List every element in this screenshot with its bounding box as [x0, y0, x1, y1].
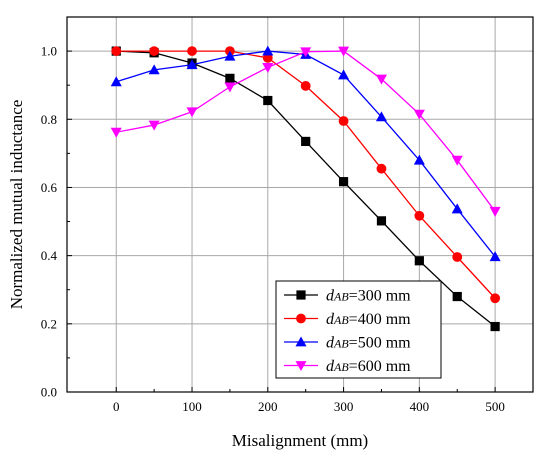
- legend-var: d: [326, 335, 335, 352]
- data-point: [413, 154, 425, 165]
- legend-rest: =600 mm: [349, 358, 411, 375]
- data-point: [148, 120, 160, 131]
- data-point: [111, 46, 122, 56]
- data-point: [110, 76, 122, 87]
- legend-rest: =400 mm: [349, 311, 411, 328]
- data-point: [413, 109, 425, 120]
- legend-item: dAB=300 mm: [284, 288, 411, 305]
- legend-label: dAB=300 mm: [326, 288, 411, 305]
- data-point: [300, 80, 311, 91]
- data-point: [452, 252, 463, 262]
- plot-frame: [66, 16, 534, 393]
- data-point: [225, 73, 235, 83]
- x-tick-label: 0: [113, 399, 120, 414]
- data-point: [262, 63, 274, 73]
- legend-var: d: [326, 311, 335, 328]
- data-point: [376, 216, 387, 226]
- axis-ticks: 0 100 200 300 400 500 0.0 0.2 0.4 0.6 0.8 1.0: [41, 16, 505, 414]
- legend-sub: AB: [333, 313, 349, 327]
- data-point: [375, 111, 387, 122]
- data-point: [414, 256, 424, 266]
- y-tick-label: 0.0: [41, 385, 57, 400]
- series-layer: [110, 45, 501, 332]
- data-point: [490, 293, 501, 304]
- data-point: [187, 46, 197, 56]
- x-axis-title: Misalignment (mm): [232, 431, 368, 450]
- y-tick-label: 0.8: [41, 112, 57, 127]
- y-axis-title: Normalized mutual inductance: [7, 100, 26, 310]
- legend-marker: [296, 290, 306, 300]
- data-point: [149, 46, 160, 56]
- x-tick-label: 100: [182, 399, 202, 414]
- legend-var: d: [326, 288, 335, 305]
- legend-item: dAB=500 mm: [284, 335, 411, 352]
- series-3: [110, 46, 501, 217]
- legend-item: dAB=400 mm: [284, 311, 411, 328]
- data-point: [338, 69, 350, 80]
- legend-item: dAB=600 mm: [284, 358, 411, 375]
- legend-var: d: [326, 358, 335, 375]
- data-point: [489, 206, 501, 217]
- legend-marker: [295, 336, 307, 347]
- legend-rest: =300 mm: [349, 288, 411, 305]
- data-point: [451, 203, 463, 214]
- data-point: [338, 116, 349, 126]
- data-point: [186, 59, 198, 70]
- data-point: [376, 163, 387, 174]
- data-point: [262, 45, 274, 56]
- data-point: [110, 127, 122, 138]
- data-point: [451, 155, 463, 166]
- data-point: [452, 291, 462, 302]
- data-point: [186, 107, 198, 118]
- legend-marker: [295, 361, 307, 372]
- data-point: [301, 136, 311, 147]
- data-point: [375, 74, 387, 85]
- x-tick-label: 300: [334, 399, 354, 414]
- data-point: [263, 95, 273, 106]
- x-tick-label: 200: [258, 399, 278, 414]
- legend-label: dAB=600 mm: [326, 358, 411, 375]
- data-point: [224, 82, 236, 93]
- legend-marker: [296, 313, 306, 324]
- legend-sub: AB: [333, 360, 349, 374]
- data-point: [414, 210, 425, 221]
- legend-sub: AB: [333, 290, 349, 304]
- data-point: [490, 321, 500, 332]
- legend-label: dAB=500 mm: [326, 335, 411, 352]
- x-tick-label: 500: [485, 399, 505, 414]
- data-point: [489, 251, 501, 262]
- legend-sub: AB: [333, 337, 349, 351]
- series-2: [110, 45, 501, 262]
- data-point: [300, 47, 312, 58]
- legend-rest: =500 mm: [349, 335, 411, 352]
- data-point: [338, 177, 349, 187]
- series-1: [111, 46, 501, 304]
- y-tick-label: 1.0: [41, 44, 57, 59]
- legend-label: dAB=400 mm: [326, 311, 411, 328]
- data-point: [338, 46, 350, 57]
- x-tick-label: 400: [410, 399, 430, 414]
- y-tick-label: 0.2: [41, 316, 57, 331]
- data-point: [148, 64, 160, 75]
- y-tick-label: 0.4: [41, 248, 58, 263]
- data-point: [224, 50, 236, 61]
- y-tick-label: 0.6: [41, 180, 58, 195]
